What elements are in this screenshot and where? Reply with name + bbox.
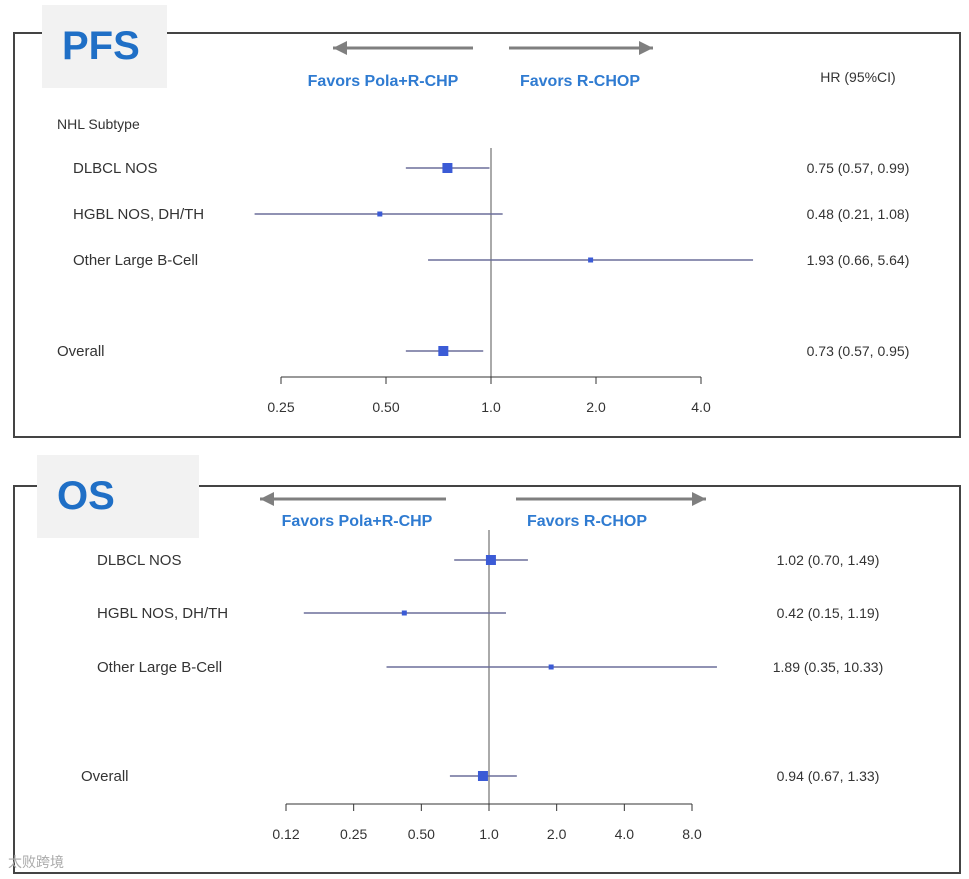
pfs-row-label: DLBCL NOS xyxy=(73,160,157,177)
os-tick-label: 8.0 xyxy=(682,826,702,842)
pfs-hr-marker xyxy=(442,163,453,173)
os-favors-left-arrow-head xyxy=(260,492,274,506)
pfs-hr-marker xyxy=(377,211,383,217)
pfs-hr-text: 0.48 (0.21, 1.08) xyxy=(807,206,910,222)
os-favors-right-arrow-head xyxy=(692,492,706,506)
os-row-label: DLBCL NOS xyxy=(97,552,181,569)
pfs-favors-left-label: Favors Pola+R-CHP xyxy=(308,73,459,90)
os-hr-marker xyxy=(401,610,407,616)
os-tick-label: 1.0 xyxy=(479,826,499,842)
pfs-row-label: Other Large B-Cell xyxy=(73,252,198,269)
pfs-badge: PFS xyxy=(42,5,167,88)
pfs-panel xyxy=(13,32,961,438)
pfs-tick-label: 0.25 xyxy=(267,399,294,415)
os-tick-label: 2.0 xyxy=(547,826,567,842)
pfs-group-header: NHL Subtype xyxy=(57,116,140,132)
pfs-hr-marker xyxy=(438,346,449,356)
os-hr-text: 1.02 (0.70, 1.49) xyxy=(777,552,880,568)
os-row-label: Other Large B-Cell xyxy=(97,659,222,676)
os-badge-label: OS xyxy=(57,474,115,518)
pfs-badge-label: PFS xyxy=(62,24,140,68)
os-badge: OS xyxy=(37,455,199,538)
pfs-tick-label: 0.50 xyxy=(372,399,399,415)
pfs-tick-label: 1.0 xyxy=(481,399,501,415)
pfs-row-label: HGBL NOS, DH/TH xyxy=(73,206,204,223)
os-panel xyxy=(13,485,961,874)
os-hr-marker xyxy=(548,664,554,670)
pfs-tick-label: 4.0 xyxy=(691,399,711,415)
pfs-favors-right-label: Favors R-CHOP xyxy=(520,73,640,90)
os-hr-marker xyxy=(477,771,488,781)
os-hr-text: 0.94 (0.67, 1.33) xyxy=(777,768,880,784)
os-hr-text: 1.89 (0.35, 10.33) xyxy=(773,659,884,675)
pfs-row-label: Overall xyxy=(57,343,105,360)
pfs-hr-header: HR (95%CI) xyxy=(820,69,895,85)
os-tick-label: 4.0 xyxy=(615,826,635,842)
os-hr-marker xyxy=(485,555,496,565)
os-row-label: Overall xyxy=(81,768,129,785)
pfs-hr-text: 0.75 (0.57, 0.99) xyxy=(807,160,910,176)
pfs-hr-marker xyxy=(588,257,594,263)
pfs-hr-text: 0.73 (0.57, 0.95) xyxy=(807,343,910,359)
os-tick-label: 0.25 xyxy=(340,826,367,842)
os-favors-left-label: Favors Pola+R-CHP xyxy=(282,513,433,530)
os-tick-label: 0.12 xyxy=(272,826,299,842)
os-hr-text: 0.42 (0.15, 1.19) xyxy=(777,605,880,621)
os-favors-right-label: Favors R-CHOP xyxy=(527,513,647,530)
os-tick-label: 0.50 xyxy=(408,826,435,842)
os-row-label: HGBL NOS, DH/TH xyxy=(97,605,228,622)
watermark: 太败跨境 xyxy=(8,854,64,870)
pfs-tick-label: 2.0 xyxy=(586,399,606,415)
pfs-favors-left-arrow-head xyxy=(333,41,347,55)
pfs-favors-right-arrow-head xyxy=(639,41,653,55)
pfs-hr-text: 1.93 (0.66, 5.64) xyxy=(807,252,910,268)
